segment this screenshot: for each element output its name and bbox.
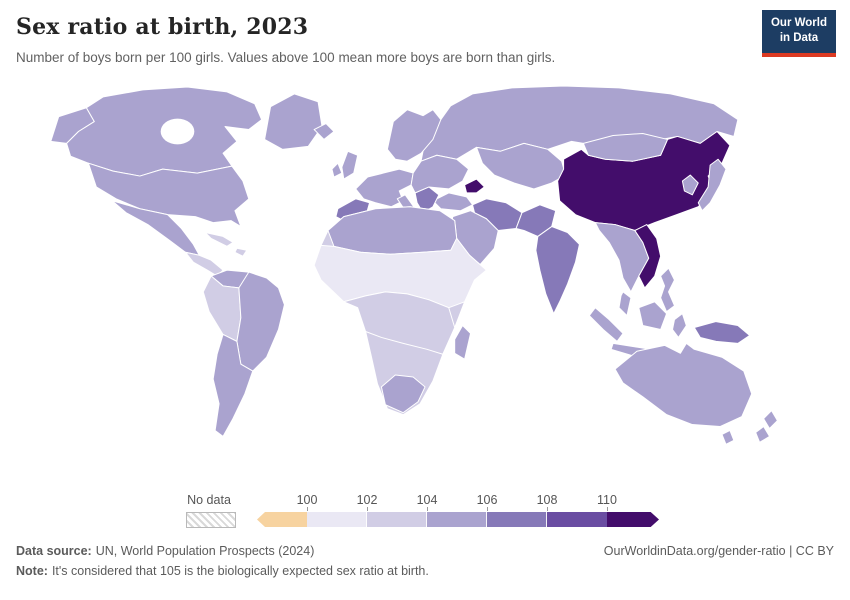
data-source-text: UN, World Population Prospects (2024) — [95, 544, 315, 558]
region-borneo[interactable] — [638, 301, 668, 330]
legend-tick — [307, 507, 308, 511]
region-se-asia[interactable] — [594, 222, 650, 293]
region-eastern-europe[interactable] — [410, 154, 470, 194]
legend-bin-102-104[interactable] — [367, 512, 427, 527]
region-sumatra[interactable] — [588, 307, 624, 342]
region-cuba[interactable] — [204, 231, 234, 247]
footnote-text: It's considered that 105 is the biologic… — [51, 564, 429, 578]
region-madagascar[interactable] — [454, 325, 472, 360]
region-scandinavia[interactable] — [386, 109, 442, 162]
region-tasmania[interactable] — [721, 429, 735, 445]
region-sulawesi[interactable] — [672, 313, 687, 338]
region-japan[interactable] — [697, 158, 727, 212]
region-india[interactable] — [535, 226, 580, 315]
legend-bin-104-106[interactable] — [427, 512, 487, 527]
legend-color-bar — [257, 512, 659, 527]
legend-tick-label: 102 — [356, 493, 378, 507]
credit-link[interactable]: OurWorldinData.org/gender-ratio | CC BY — [603, 544, 834, 558]
legend-tick-label: 108 — [536, 493, 558, 507]
legend-no-data-swatch[interactable] — [186, 512, 236, 528]
legend-bin-above-110[interactable] — [607, 512, 659, 527]
legend-tick — [607, 507, 608, 511]
region-argentina-chile[interactable] — [212, 333, 254, 437]
legend-bin-below-100[interactable] — [257, 512, 307, 527]
data-source-label: Data source: — [16, 544, 92, 558]
legend-bin-108-110[interactable] — [547, 512, 607, 527]
page-subtitle: Number of boys born per 100 girls. Value… — [16, 50, 556, 65]
region-kazakhstan[interactable] — [475, 142, 567, 190]
legend-bin-100-102[interactable] — [307, 512, 367, 527]
legend-bin-106-108[interactable] — [487, 512, 547, 527]
region-sahel[interactable] — [313, 237, 487, 309]
legend-no-data-label: No data — [187, 493, 231, 507]
world-choropleth-map — [22, 82, 828, 478]
legend-tick-label: 106 — [476, 493, 498, 507]
legend-tick — [427, 507, 428, 511]
legend-tick — [367, 507, 368, 511]
region-brazil[interactable] — [236, 271, 285, 372]
legend-tick — [547, 507, 548, 511]
region-mongolia[interactable] — [582, 132, 669, 162]
region-new-zealand[interactable] — [755, 410, 778, 443]
region-malay[interactable] — [618, 291, 632, 317]
owid-logo[interactable]: Our World in Data — [761, 10, 836, 57]
owid-logo-line1: Our World — [770, 17, 827, 29]
region-hispaniola[interactable] — [234, 247, 248, 257]
hudson-bay — [160, 118, 195, 145]
region-western-europe[interactable] — [355, 168, 414, 208]
region-philippines[interactable] — [660, 267, 675, 313]
region-central-africa[interactable] — [343, 291, 456, 355]
legend-tick-label: 110 — [597, 493, 617, 507]
region-australia[interactable] — [614, 342, 753, 428]
region-vietnam[interactable] — [634, 224, 662, 289]
footer: Data source: UN, World Population Prospec… — [16, 544, 834, 578]
region-uk-ireland[interactable] — [331, 150, 359, 180]
page-title: Sex ratio at birth, 2023 — [16, 14, 309, 40]
region-korea[interactable] — [681, 174, 699, 196]
region-caucasus[interactable] — [464, 178, 485, 194]
footnote: Note: It's considered that 105 is the bio… — [16, 564, 834, 578]
legend-tick-label: 100 — [296, 493, 318, 507]
owid-logo-line2: in Data — [779, 31, 819, 44]
data-source: Data source: UN, World Population Prospec… — [16, 544, 314, 558]
region-central-america[interactable] — [184, 251, 224, 277]
region-south-africa[interactable] — [380, 374, 426, 414]
legend-tick-label: 104 — [416, 493, 438, 507]
map-legend: No data 100 102 104 106 108 110 — [0, 492, 850, 534]
region-usa[interactable] — [87, 162, 250, 228]
legend-tick — [487, 507, 488, 511]
region-greenland[interactable] — [264, 93, 323, 150]
region-iceland[interactable] — [313, 123, 335, 140]
footnote-label: Note: — [16, 564, 48, 578]
region-new-guinea[interactable] — [693, 321, 751, 344]
